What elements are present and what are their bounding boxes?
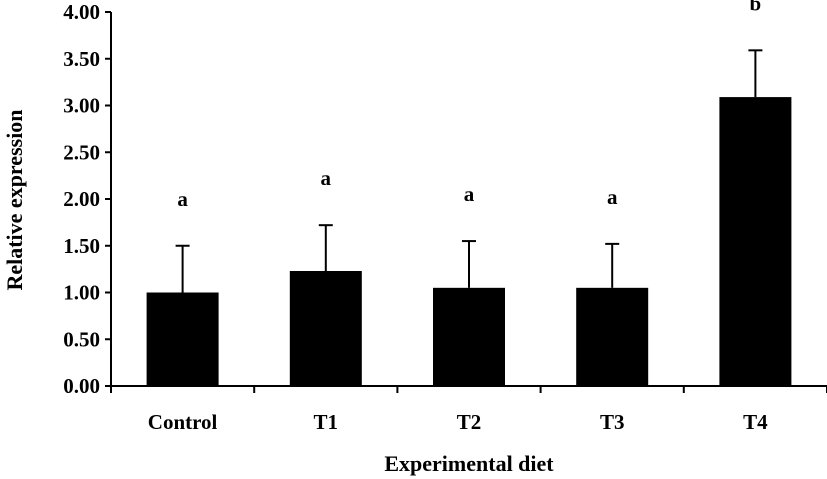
x-axis: Control T1 T2 T3 T4 bbox=[110, 385, 827, 434]
y-tick-label: 4.00 bbox=[63, 0, 100, 24]
bar bbox=[719, 97, 792, 387]
bar bbox=[289, 270, 362, 386]
y-tick-label: 2.50 bbox=[63, 140, 100, 164]
bar bbox=[433, 287, 505, 386]
x-tick-label: T1 bbox=[314, 410, 339, 434]
x-axis-title: Experimental diet bbox=[384, 451, 554, 476]
y-tick-label: 0.00 bbox=[63, 374, 100, 398]
significance-label: a bbox=[464, 182, 475, 206]
bars bbox=[146, 97, 792, 387]
significance-label: a bbox=[177, 187, 188, 211]
y-tick-label: 3.00 bbox=[63, 94, 100, 118]
x-tick-label: T4 bbox=[743, 410, 768, 434]
bar bbox=[146, 292, 219, 386]
y-tick-label: 2.00 bbox=[63, 187, 100, 211]
bar bbox=[576, 287, 649, 386]
y-tick-label: 1.00 bbox=[63, 281, 100, 305]
significance-label: b bbox=[750, 0, 762, 15]
y-axis-title: Relative expression bbox=[2, 109, 27, 290]
significance-label: a bbox=[321, 166, 332, 190]
y-tick-label: 1.50 bbox=[63, 234, 100, 258]
y-tick-label: 3.50 bbox=[63, 47, 100, 71]
error-bars bbox=[175, 49, 763, 293]
y-axis: 0.00 0.50 1.00 1.50 2.00 2.50 3.00 3.50 4.00 bbox=[63, 0, 112, 398]
y-tick-label: 0.50 bbox=[63, 327, 100, 351]
x-tick-label: Control bbox=[148, 410, 218, 434]
significance-label: a bbox=[607, 185, 618, 209]
x-tick-label: T2 bbox=[457, 410, 482, 434]
significance-labels: a a a a b bbox=[177, 0, 761, 211]
x-tick-label: T3 bbox=[600, 410, 625, 434]
